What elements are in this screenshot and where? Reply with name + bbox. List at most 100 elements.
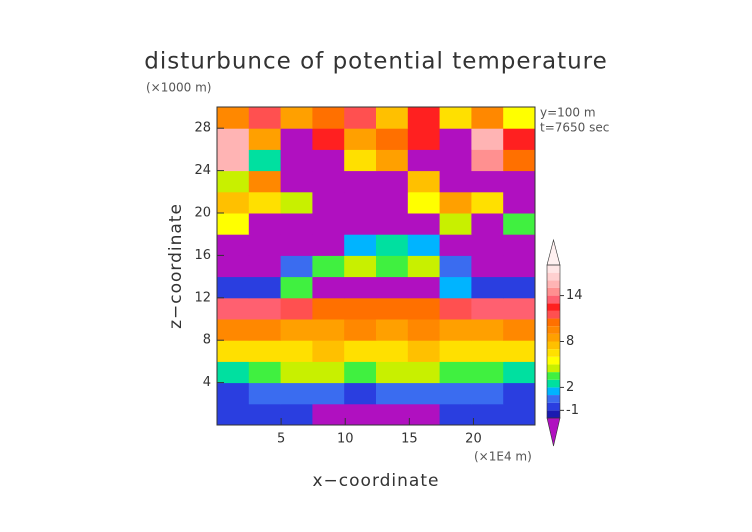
heatmap-cell [248, 170, 282, 193]
colorbar-segment [547, 326, 560, 334]
heatmap-cell [312, 213, 345, 235]
heatmap-cell [344, 149, 377, 172]
heatmap-cell [248, 361, 282, 384]
heatmap-cell [280, 149, 313, 172]
heatmap-cell [312, 297, 345, 320]
heatmap-cell [344, 170, 377, 193]
heatmap-cell [439, 149, 472, 172]
heatmap-cell [217, 149, 250, 172]
heatmap-cell [503, 128, 536, 150]
heatmap-cell [312, 234, 345, 256]
heatmap-cell [471, 170, 504, 193]
chart-title: disturbunce of potential temperature [144, 49, 608, 75]
annotation: t=7650 sec [540, 121, 609, 135]
heatmap-cell [248, 382, 282, 405]
heatmap-cell [217, 128, 250, 150]
y-tick-label: 4 [203, 375, 211, 390]
heatmap-cell [407, 149, 441, 172]
heatmap-cell [217, 213, 250, 235]
heatmap-cell [280, 170, 313, 193]
heatmap-cell [312, 149, 345, 172]
heatmap-cell [217, 403, 250, 426]
heatmap-cell [280, 403, 313, 426]
x-tick-label: 15 [401, 432, 418, 447]
heatmap-cell [471, 403, 504, 426]
x-tick-label: 20 [465, 432, 482, 447]
heatmap-cell [280, 361, 313, 384]
colorbar-segment [547, 310, 560, 319]
heatmap-cell [312, 361, 345, 384]
heatmap-cell [439, 382, 472, 405]
colorbar-tick-label: 8 [566, 334, 574, 349]
heatmap-cell [312, 107, 345, 129]
heatmap-cell [344, 107, 377, 129]
heatmap-cell [344, 255, 377, 278]
heatmap-cell [471, 361, 504, 384]
heatmap-cell [439, 234, 472, 256]
heatmap-cell [376, 107, 409, 129]
heatmap-cell [217, 361, 250, 384]
heatmap-cell [503, 234, 536, 256]
heatmap-cell [248, 213, 282, 235]
heatmap-cell [280, 128, 313, 150]
heatmap-cell [376, 191, 409, 214]
colorbar-tick-label: 14 [566, 288, 583, 303]
heatmap-cell [312, 191, 345, 214]
heatmap-cell [407, 403, 441, 426]
y-tick-label: 20 [194, 206, 211, 221]
heatmap-cell [439, 107, 472, 129]
heatmap-cell [280, 255, 313, 278]
heatmap-cell [248, 191, 282, 214]
heatmap-cell [248, 276, 282, 299]
heatmap-cell [439, 340, 472, 362]
heatmap-cell [471, 276, 504, 299]
heatmap-cell [376, 361, 409, 384]
heatmap-cell [312, 128, 345, 150]
heatmap-cell [439, 297, 472, 320]
heatmap-cell [471, 255, 504, 278]
heatmap-cell [312, 382, 345, 405]
heatmap-cell [217, 170, 250, 193]
heatmap-cell [471, 340, 504, 362]
heatmap-cell [217, 382, 250, 405]
colorbar-segment [547, 318, 560, 327]
heatmap-cell [439, 255, 472, 278]
heatmap-cell [217, 340, 250, 362]
colorbar-under [546, 417, 561, 447]
heatmap-cell [471, 234, 504, 256]
colorbar-tick-label: -1 [566, 403, 579, 418]
heatmap-cell [248, 149, 282, 172]
heatmap-cell [217, 107, 250, 129]
heatmap-cell [248, 107, 282, 129]
heatmap-cell [248, 297, 282, 320]
heatmap-cell [503, 403, 536, 426]
colorbar-segment [547, 364, 560, 373]
heatmap-cell [280, 191, 313, 214]
y-tick-label: 28 [194, 121, 211, 136]
heatmap-cell [376, 234, 409, 256]
heatmap-cell [280, 276, 313, 299]
heatmap-cell [344, 234, 377, 256]
heatmap-cell [376, 319, 409, 341]
heatmap-cell [439, 170, 472, 193]
heatmap-cell [312, 255, 345, 278]
colorbar-segment [547, 295, 560, 304]
heatmap-cell [439, 213, 472, 235]
heatmap-cell [344, 319, 377, 341]
colorbar-segment [547, 333, 560, 342]
heatmap-cell [344, 191, 377, 214]
heatmap-cell [344, 213, 377, 235]
heatmap-cell [471, 149, 504, 172]
heatmap-cell [376, 276, 409, 299]
colorbar-segment [547, 287, 560, 296]
heatmap-cell [217, 297, 250, 320]
heatmap-cell [217, 234, 250, 256]
heatmap-cell [312, 403, 345, 426]
colorbar-segment [547, 349, 560, 357]
heatmap-cell [503, 170, 536, 193]
heatmap-cell [344, 403, 377, 426]
heatmap-cell [344, 340, 377, 362]
heatmap-cell [407, 170, 441, 193]
heatmap-cell [312, 319, 345, 341]
heatmap-cell [376, 170, 409, 193]
